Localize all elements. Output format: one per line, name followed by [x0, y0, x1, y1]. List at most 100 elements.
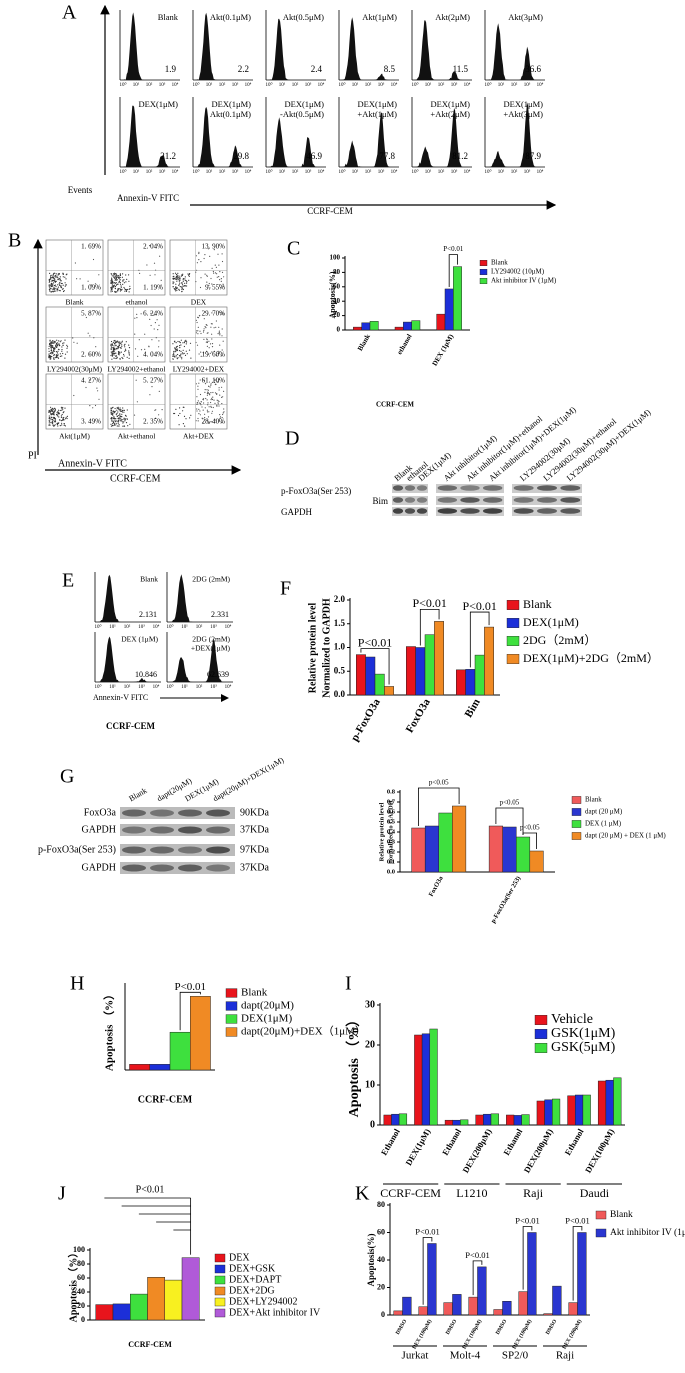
- dot: [61, 355, 63, 357]
- dot: [64, 282, 66, 284]
- dot: [54, 418, 57, 420]
- dot: [56, 290, 58, 292]
- legend-label: dapt(20μM): [241, 1000, 294, 1012]
- dot: [49, 418, 51, 420]
- dot: [175, 286, 177, 288]
- dot: [218, 387, 220, 389]
- dot: [218, 379, 220, 381]
- dot: [119, 341, 121, 343]
- x-tick-label: p-FoxO3a(Ser 253): [490, 875, 522, 924]
- dot: [65, 284, 67, 286]
- bar: [477, 1266, 487, 1316]
- dot: [179, 282, 181, 284]
- annotation: P<0.01: [412, 596, 446, 610]
- x-tick-label: DEX(200μM): [522, 1127, 555, 1175]
- dot: [221, 271, 224, 273]
- dot: [198, 382, 200, 384]
- dot: [48, 281, 50, 283]
- bar: [402, 1296, 412, 1316]
- dot: [179, 342, 181, 344]
- band: [150, 826, 174, 834]
- dot: [218, 330, 220, 332]
- dot: [48, 353, 50, 355]
- dot: [182, 342, 184, 344]
- significance-bracket: [572, 1226, 583, 1301]
- dot: [113, 418, 115, 420]
- x-tick-label: DEX (1μM): [431, 332, 456, 367]
- dot: [173, 288, 175, 290]
- dot: [66, 346, 69, 348]
- dot: [150, 312, 152, 314]
- dot: [172, 278, 174, 280]
- axis-title: Normalized to GAPDH: [321, 598, 332, 698]
- cell-value: 21.2: [160, 151, 176, 161]
- dot: [54, 407, 56, 409]
- dot: [181, 291, 183, 293]
- x-tick-label: 10²: [292, 169, 299, 175]
- dot: [220, 311, 222, 314]
- dot: [139, 272, 141, 274]
- dot: [155, 417, 157, 419]
- dot: [51, 418, 53, 421]
- dot: [151, 339, 153, 341]
- dot: [220, 287, 222, 289]
- bar: [468, 1296, 478, 1316]
- panel-letter: K: [355, 1183, 370, 1205]
- quadrant-value: 2. 04%: [143, 243, 163, 251]
- dot: [59, 355, 62, 357]
- x-tick-label: 10¹: [133, 169, 140, 175]
- dot: [179, 412, 181, 415]
- dot: [211, 333, 213, 335]
- dot: [73, 341, 75, 343]
- group-label: SP2/0: [502, 1350, 529, 1362]
- dot: [121, 345, 123, 347]
- cell-label: Blank: [158, 12, 179, 22]
- dot: [87, 332, 89, 334]
- dot: [112, 350, 114, 352]
- dot: [113, 347, 115, 349]
- bar: [414, 1034, 423, 1126]
- dot: [48, 415, 50, 417]
- histogram: [414, 20, 470, 80]
- dot: [181, 284, 184, 286]
- dot: [60, 406, 63, 408]
- dot: [66, 347, 68, 349]
- panel-letter: G: [60, 766, 74, 788]
- dot: [172, 358, 174, 360]
- bar: [453, 266, 462, 331]
- dot: [223, 390, 225, 392]
- axis-title: CCRF-CEM: [307, 206, 353, 216]
- dot: [122, 422, 124, 424]
- dot: [126, 278, 128, 280]
- bar: [411, 320, 421, 331]
- dot: [124, 420, 126, 422]
- cell-value: 1.9: [165, 64, 177, 74]
- dot: [114, 424, 116, 426]
- dot: [219, 414, 221, 416]
- dot: [57, 279, 59, 281]
- dot: [119, 416, 121, 418]
- dot: [207, 389, 209, 391]
- cell-label: +Akt(2μM): [430, 109, 470, 119]
- dot: [66, 417, 68, 420]
- dot: [62, 342, 64, 344]
- dot: [54, 357, 56, 359]
- dot: [53, 416, 56, 419]
- cell-label: Akt(1μM): [362, 12, 397, 22]
- dot: [60, 280, 62, 282]
- legend-label: DEX+LY294002: [229, 1296, 298, 1307]
- dot: [59, 353, 62, 355]
- dot: [179, 354, 182, 356]
- dot: [121, 276, 123, 278]
- bar: [384, 686, 394, 696]
- bar: [552, 1098, 561, 1126]
- dot: [116, 356, 118, 358]
- dot: [54, 284, 57, 286]
- dot: [122, 280, 124, 282]
- dot: [120, 347, 122, 349]
- dot: [52, 274, 54, 276]
- dot: [112, 341, 114, 343]
- band: [482, 497, 503, 503]
- dot: [61, 350, 63, 352]
- axis-title: Annexin-V FITC: [117, 193, 179, 203]
